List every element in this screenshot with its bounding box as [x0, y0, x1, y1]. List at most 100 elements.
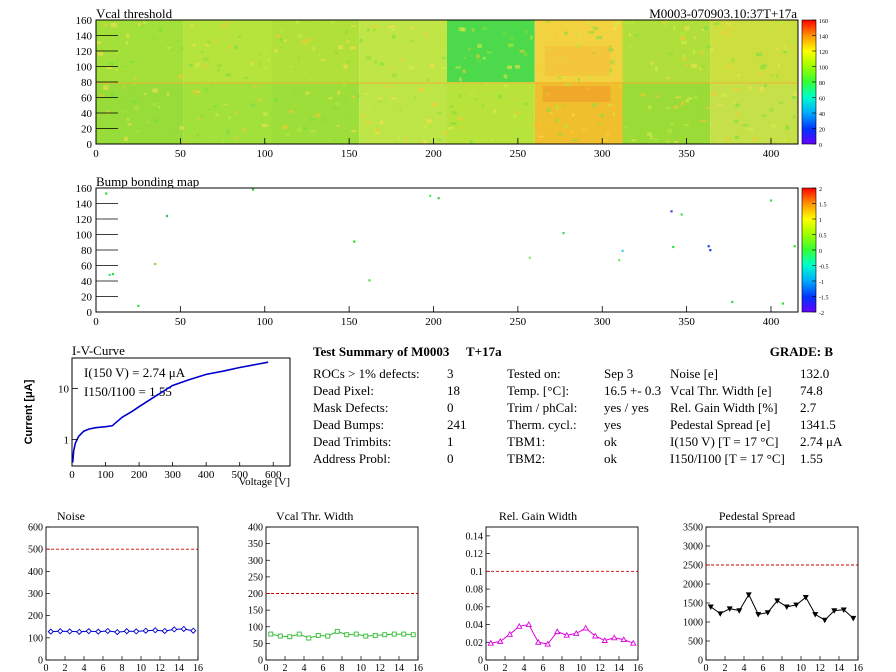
- data-point: [382, 632, 388, 638]
- dead-bump-marker: [781, 302, 785, 305]
- pixel-noise: [726, 58, 730, 61]
- pixel-noise: [546, 64, 550, 66]
- pixel-noise: [783, 139, 786, 144]
- data-point: [736, 608, 743, 614]
- summary-label: TBM2:: [507, 451, 545, 466]
- summary-label: Temp. [°C]:: [507, 383, 569, 398]
- iv-y-label: Current [μA]: [23, 379, 35, 444]
- x-tick-label: 200: [131, 469, 148, 481]
- pixel-noise: [391, 28, 395, 32]
- pixel-noise: [221, 24, 227, 28]
- pixel-noise: [359, 38, 363, 43]
- data-point: [591, 632, 599, 639]
- y-tick-label: 0.12: [466, 549, 484, 560]
- pixel-noise: [669, 122, 675, 126]
- pixel-noise: [366, 109, 370, 111]
- summary-label: Rel. Gain Width [%]: [670, 400, 778, 415]
- chart-title: Vcal Thr. Width: [276, 509, 353, 523]
- summary-value: 0: [447, 400, 454, 415]
- pixel-noise: [763, 83, 767, 88]
- pixel-noise: [288, 110, 294, 113]
- pixel-noise: [436, 111, 442, 115]
- pixel-noise: [613, 21, 620, 27]
- pixel-noise: [362, 114, 365, 119]
- palette-tick-label: 2: [819, 187, 822, 193]
- y-tick-label: 0.04: [466, 620, 484, 631]
- pixel-noise: [685, 63, 689, 66]
- pixel-noise: [607, 48, 614, 52]
- summary-label: Address Probl:: [313, 451, 391, 466]
- pixel-noise: [404, 137, 407, 142]
- summary-value: 1341.5: [800, 417, 836, 432]
- pixel-noise: [234, 111, 237, 114]
- pixel-noise: [125, 40, 129, 45]
- pixel-noise: [485, 87, 489, 90]
- x-tick-label: 0: [44, 663, 49, 672]
- pixel-noise: [631, 139, 637, 142]
- pixel-noise: [167, 46, 171, 49]
- summary-label: Dead Pixel:: [313, 383, 374, 398]
- data-point: [783, 604, 790, 610]
- pixel-noise: [179, 46, 186, 51]
- pixel-noise: [301, 127, 307, 131]
- pixel-noise: [344, 99, 347, 104]
- summary-label: Dead Bumps:: [313, 417, 384, 432]
- data-point: [764, 610, 771, 616]
- pixel-noise: [296, 75, 302, 78]
- pixel-noise: [320, 117, 326, 122]
- pixel-noise: [761, 114, 767, 118]
- pixel-noise: [512, 101, 518, 106]
- pixel-noise: [190, 24, 194, 27]
- series-line: [270, 630, 414, 639]
- pixel-noise: [589, 75, 592, 79]
- pixel-noise: [301, 40, 308, 45]
- pixel-noise: [310, 130, 316, 133]
- pixel-noise: [203, 57, 209, 62]
- pixel-noise: [257, 98, 262, 102]
- pixel-noise: [305, 91, 310, 94]
- pixel-noise: [228, 116, 231, 119]
- pixel-noise: [504, 74, 508, 79]
- pixel-noise: [367, 27, 370, 32]
- pixel-noise: [706, 45, 713, 49]
- pixel-noise: [721, 30, 727, 35]
- pixel-noise: [681, 40, 688, 45]
- pixel-noise: [195, 94, 200, 97]
- pixel-noise: [513, 113, 517, 118]
- pixel-noise: [356, 94, 360, 98]
- pixel-noise: [666, 107, 671, 109]
- pixel-noise: [121, 110, 125, 113]
- pixel-noise: [684, 124, 689, 126]
- pixel-noise: [408, 65, 415, 70]
- pixel-noise: [273, 49, 278, 53]
- pixel-noise: [585, 21, 591, 24]
- y-tick-label: 250: [248, 572, 263, 583]
- pixel-noise: [679, 32, 686, 35]
- pixel-noise: [733, 88, 740, 92]
- palette-tick-label: -2: [819, 311, 824, 317]
- palette-tick-label: 160: [819, 19, 828, 25]
- data-point: [296, 631, 302, 637]
- pixel-noise: [197, 90, 201, 94]
- pixel-noise: [673, 26, 676, 31]
- pixel-noise: [292, 89, 299, 93]
- iv-title: I-V-Curve: [72, 343, 125, 358]
- data-point: [66, 628, 73, 635]
- pixel-noise: [211, 84, 214, 90]
- palette-tick-label: 0: [819, 249, 822, 255]
- dead-bump-marker: [111, 273, 115, 276]
- pixel-noise: [699, 67, 702, 71]
- pixel-noise: [460, 27, 466, 32]
- pixel-noise: [97, 51, 104, 56]
- x-tick-label: 12: [595, 663, 605, 672]
- pixel-noise: [221, 140, 225, 144]
- pixel-noise: [360, 27, 364, 31]
- pixel-noise: [674, 101, 677, 104]
- pixel-noise: [346, 59, 351, 64]
- pixel-noise: [519, 49, 525, 53]
- pixel-noise: [124, 136, 128, 142]
- pixel-noise: [530, 123, 536, 127]
- data-point: [831, 608, 838, 614]
- pixel-noise: [401, 21, 406, 26]
- pixel-noise: [137, 23, 141, 27]
